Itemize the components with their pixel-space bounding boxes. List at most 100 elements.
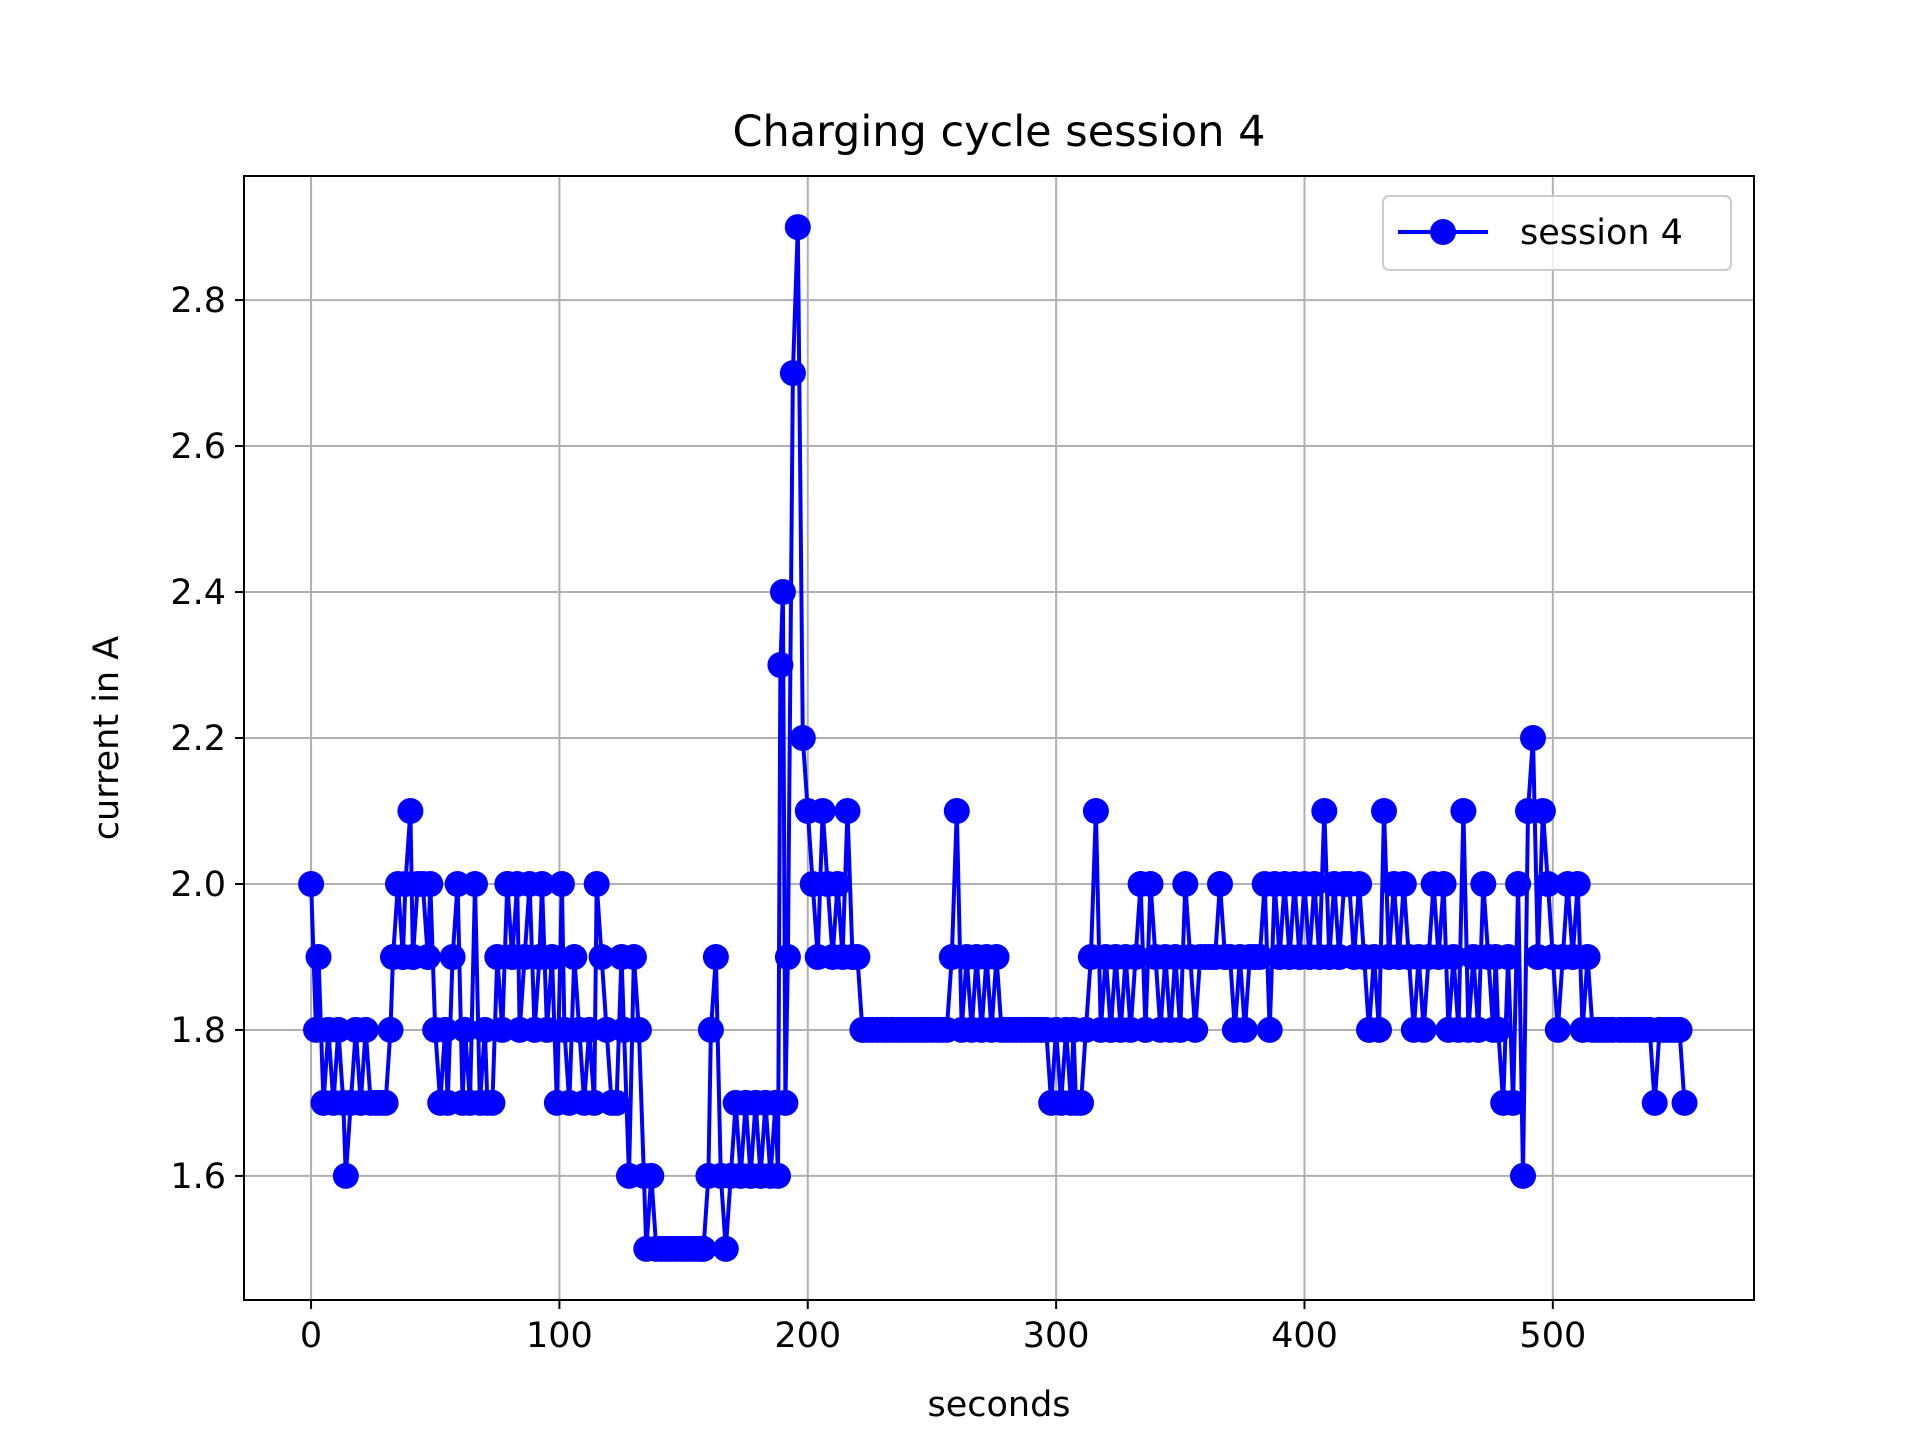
data-point [1671,1089,1698,1116]
data-point [809,798,836,824]
data-point [1371,798,1397,824]
data-point [462,871,488,897]
data-point [765,1162,791,1189]
y-tick-label: 1.8 [170,1011,226,1051]
data-point [1534,871,1561,897]
data-point [603,1089,630,1116]
y-axis: 1.6 1.8 2.0 2.2 2.4 2.6 2.8 [170,281,244,1197]
data-point [1068,1089,1094,1116]
data-point [439,944,466,970]
data-point [697,1016,724,1043]
data-point [784,214,811,241]
data-point [789,725,816,751]
data-point [1520,725,1546,751]
y-tick-label: 2.2 [170,719,226,759]
y-tick-label: 2.8 [170,281,226,321]
data-point [767,652,794,678]
data-point [712,1235,739,1262]
data-point [1246,944,1273,970]
data-point [1564,871,1591,897]
chart-title: Charging cycle session 4 [732,107,1265,157]
data-point [1470,871,1497,897]
y-axis-label: current in A [87,636,127,840]
y-tick-label: 2.6 [170,427,226,467]
x-tick-label: 500 [1519,1316,1586,1356]
data-point [1450,798,1477,824]
x-tick-label: 300 [1023,1316,1090,1356]
data-point [1574,944,1601,970]
data-point [1346,871,1373,897]
x-tick-label: 100 [526,1316,593,1356]
data-point [1207,871,1233,897]
data-point [1510,1162,1536,1189]
data-point [1430,871,1457,897]
data-point [397,798,424,824]
data-point [769,579,796,605]
x-tick-label: 0 [300,1316,322,1356]
x-tick-label: 200 [774,1316,841,1356]
data-point [298,871,325,897]
data-point [1390,871,1417,897]
y-tick-label: 2.4 [170,573,226,613]
legend: session 4 [1382,195,1732,271]
data-point [1311,798,1338,824]
data-point [452,1016,478,1043]
data-point [1495,944,1522,970]
data-point [377,1016,404,1043]
y-tick-label: 1.6 [170,1157,226,1197]
data-point [352,1016,379,1043]
data-point [432,1016,459,1043]
data-point [332,1162,359,1189]
data-point [372,1089,399,1116]
data-point [1505,871,1532,897]
data-point [417,871,444,897]
data-point [305,944,332,970]
data-point [983,944,1010,970]
data-point [1182,1016,1209,1043]
data-point [779,360,806,387]
legend-marker [1430,219,1456,245]
data-point [774,944,801,970]
x-axis: 0 100 200 300 400 500 [300,1300,1586,1356]
series-layer [298,214,1698,1262]
data-point [638,1162,665,1189]
data-point [1082,798,1109,824]
data-point [625,1016,652,1043]
data-point [844,944,871,970]
data-point [824,871,851,897]
data-point [1544,1016,1571,1043]
data-point [1641,1089,1668,1116]
y-tick-label: 2.0 [170,865,226,905]
data-point [1485,1016,1512,1043]
data-point [690,1235,717,1262]
data-point [588,944,615,970]
data-point [1410,1016,1437,1043]
data-point [529,871,555,897]
data-point [583,871,610,897]
data-point [1256,1016,1283,1043]
data-point [1666,1016,1693,1043]
legend-label: session 4 [1520,213,1683,253]
x-axis-label: seconds [927,1385,1070,1425]
data-point [1529,798,1556,824]
data-point [548,871,575,897]
data-point [1172,871,1199,897]
legend-box [1382,195,1732,271]
data-point [414,944,441,970]
data-point [1137,871,1164,897]
data-point [943,798,970,824]
data-point [1366,1016,1392,1043]
data-point [620,944,647,970]
data-point [539,944,565,970]
data-point [702,944,729,970]
data-point [772,1089,799,1116]
data-point [1500,1089,1527,1116]
data-point [834,798,861,824]
x-tick-label: 400 [1271,1316,1338,1356]
data-point [561,944,588,970]
data-point [1440,944,1467,970]
data-point [1301,871,1328,897]
data-point [1122,944,1149,970]
data-point [479,1089,506,1116]
